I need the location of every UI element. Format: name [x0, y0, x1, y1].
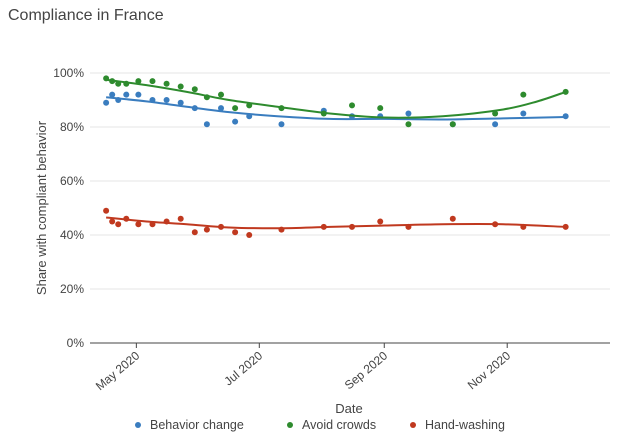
data-point-behavior-change	[520, 110, 527, 117]
data-point-hand-washing	[109, 218, 116, 225]
data-point-hand-washing	[349, 223, 356, 230]
y-tick-label: 100%	[53, 66, 84, 80]
y-axis-ticks: 0% 20% 40% 60% 80% 100%	[53, 66, 84, 350]
y-tick-label: 80%	[60, 120, 84, 134]
data-point-hand-washing	[191, 229, 198, 236]
data-point-avoid-crowds	[115, 80, 122, 87]
data-point-behavior-change	[232, 118, 239, 125]
data-point-behavior-change	[135, 91, 142, 98]
data-point-behavior-change	[123, 91, 130, 98]
data-point-avoid-crowds	[103, 75, 110, 82]
data-point-hand-washing	[177, 215, 184, 222]
data-point-hand-washing	[492, 221, 499, 228]
x-tick-label: Jul 2020	[221, 348, 265, 388]
data-point-avoid-crowds	[218, 91, 225, 98]
x-tick-label: May 2020	[93, 348, 143, 393]
data-point-hand-washing	[149, 221, 156, 228]
data-point-hand-washing	[320, 223, 327, 230]
data-point-avoid-crowds	[232, 105, 239, 112]
legend-marker-hand-washing	[410, 422, 416, 428]
data-point-avoid-crowds	[149, 78, 156, 85]
x-axis-ticks: May 2020 Jul 2020 Sep 2020 Nov 2020	[93, 343, 513, 393]
data-point-behavior-change	[109, 91, 116, 98]
data-point-behavior-change	[177, 99, 184, 106]
x-tick-label: Sep 2020	[342, 348, 391, 392]
data-point-behavior-change	[203, 121, 210, 128]
data-point-hand-washing	[278, 226, 285, 233]
data-point-avoid-crowds	[562, 88, 569, 95]
series-avoid-crowds	[103, 75, 569, 128]
data-point-behavior-change	[278, 121, 285, 128]
data-point-avoid-crowds	[163, 80, 170, 87]
data-point-behavior-change	[246, 113, 253, 120]
data-point-behavior-change	[191, 105, 198, 112]
data-point-behavior-change	[218, 105, 225, 112]
series-hand-washing	[103, 207, 569, 238]
data-point-avoid-crowds	[320, 110, 327, 117]
y-tick-label: 0%	[67, 336, 85, 350]
legend-label-avoid-crowds: Avoid crowds	[302, 418, 376, 432]
data-point-avoid-crowds	[449, 121, 456, 128]
data-point-hand-washing	[103, 207, 110, 214]
gridlines	[90, 72, 610, 344]
legend-label-behavior-change: Behavior change	[150, 418, 244, 432]
data-point-avoid-crowds	[520, 91, 527, 98]
data-point-behavior-change	[163, 97, 170, 103]
data-point-avoid-crowds	[492, 110, 499, 117]
data-point-avoid-crowds	[377, 105, 384, 112]
data-point-avoid-crowds	[349, 102, 356, 109]
data-point-hand-washing	[123, 215, 130, 222]
data-point-hand-washing	[562, 223, 569, 230]
data-point-behavior-change	[562, 113, 569, 120]
data-point-avoid-crowds	[177, 83, 184, 90]
data-point-behavior-change	[405, 110, 412, 117]
data-point-avoid-crowds	[278, 105, 285, 112]
data-point-avoid-crowds	[123, 80, 130, 87]
data-point-avoid-crowds	[203, 94, 210, 101]
series-layer	[103, 75, 569, 238]
y-axis-label: Share with compliant behavior	[34, 120, 49, 295]
y-tick-label: 60%	[60, 174, 84, 188]
legend: Behavior change Avoid crowds Hand-washing	[135, 418, 505, 432]
x-tick-label: Nov 2020	[465, 348, 514, 392]
legend-marker-avoid-crowds	[287, 422, 293, 428]
legend-marker-behavior-change	[135, 422, 141, 428]
data-point-hand-washing	[163, 218, 170, 225]
data-point-avoid-crowds	[405, 121, 412, 128]
data-point-hand-washing	[246, 232, 253, 238]
data-point-avoid-crowds	[109, 78, 116, 85]
data-point-hand-washing	[232, 229, 239, 236]
data-point-hand-washing	[135, 221, 142, 228]
data-point-behavior-change	[103, 99, 110, 106]
chart-title: Compliance in France	[8, 7, 164, 24]
data-point-avoid-crowds	[191, 86, 198, 93]
y-tick-label: 20%	[60, 282, 84, 296]
data-point-hand-washing	[377, 218, 384, 225]
data-point-hand-washing	[203, 226, 210, 233]
trend-line-avoid-crowds	[105, 78, 566, 119]
x-axis-label: Date	[335, 401, 362, 416]
y-tick-label: 40%	[60, 228, 84, 242]
data-point-hand-washing	[218, 223, 225, 230]
legend-label-hand-washing: Hand-washing	[425, 418, 505, 432]
data-point-hand-washing	[115, 221, 122, 228]
data-point-behavior-change	[149, 97, 156, 103]
data-point-hand-washing	[405, 223, 412, 230]
data-point-behavior-change	[115, 97, 122, 103]
data-point-avoid-crowds	[135, 78, 142, 85]
data-point-hand-washing	[449, 215, 456, 222]
data-point-avoid-crowds	[246, 102, 253, 109]
data-point-hand-washing	[520, 223, 527, 230]
data-point-behavior-change	[492, 121, 499, 128]
trend-line-behavior-change	[106, 96, 566, 121]
